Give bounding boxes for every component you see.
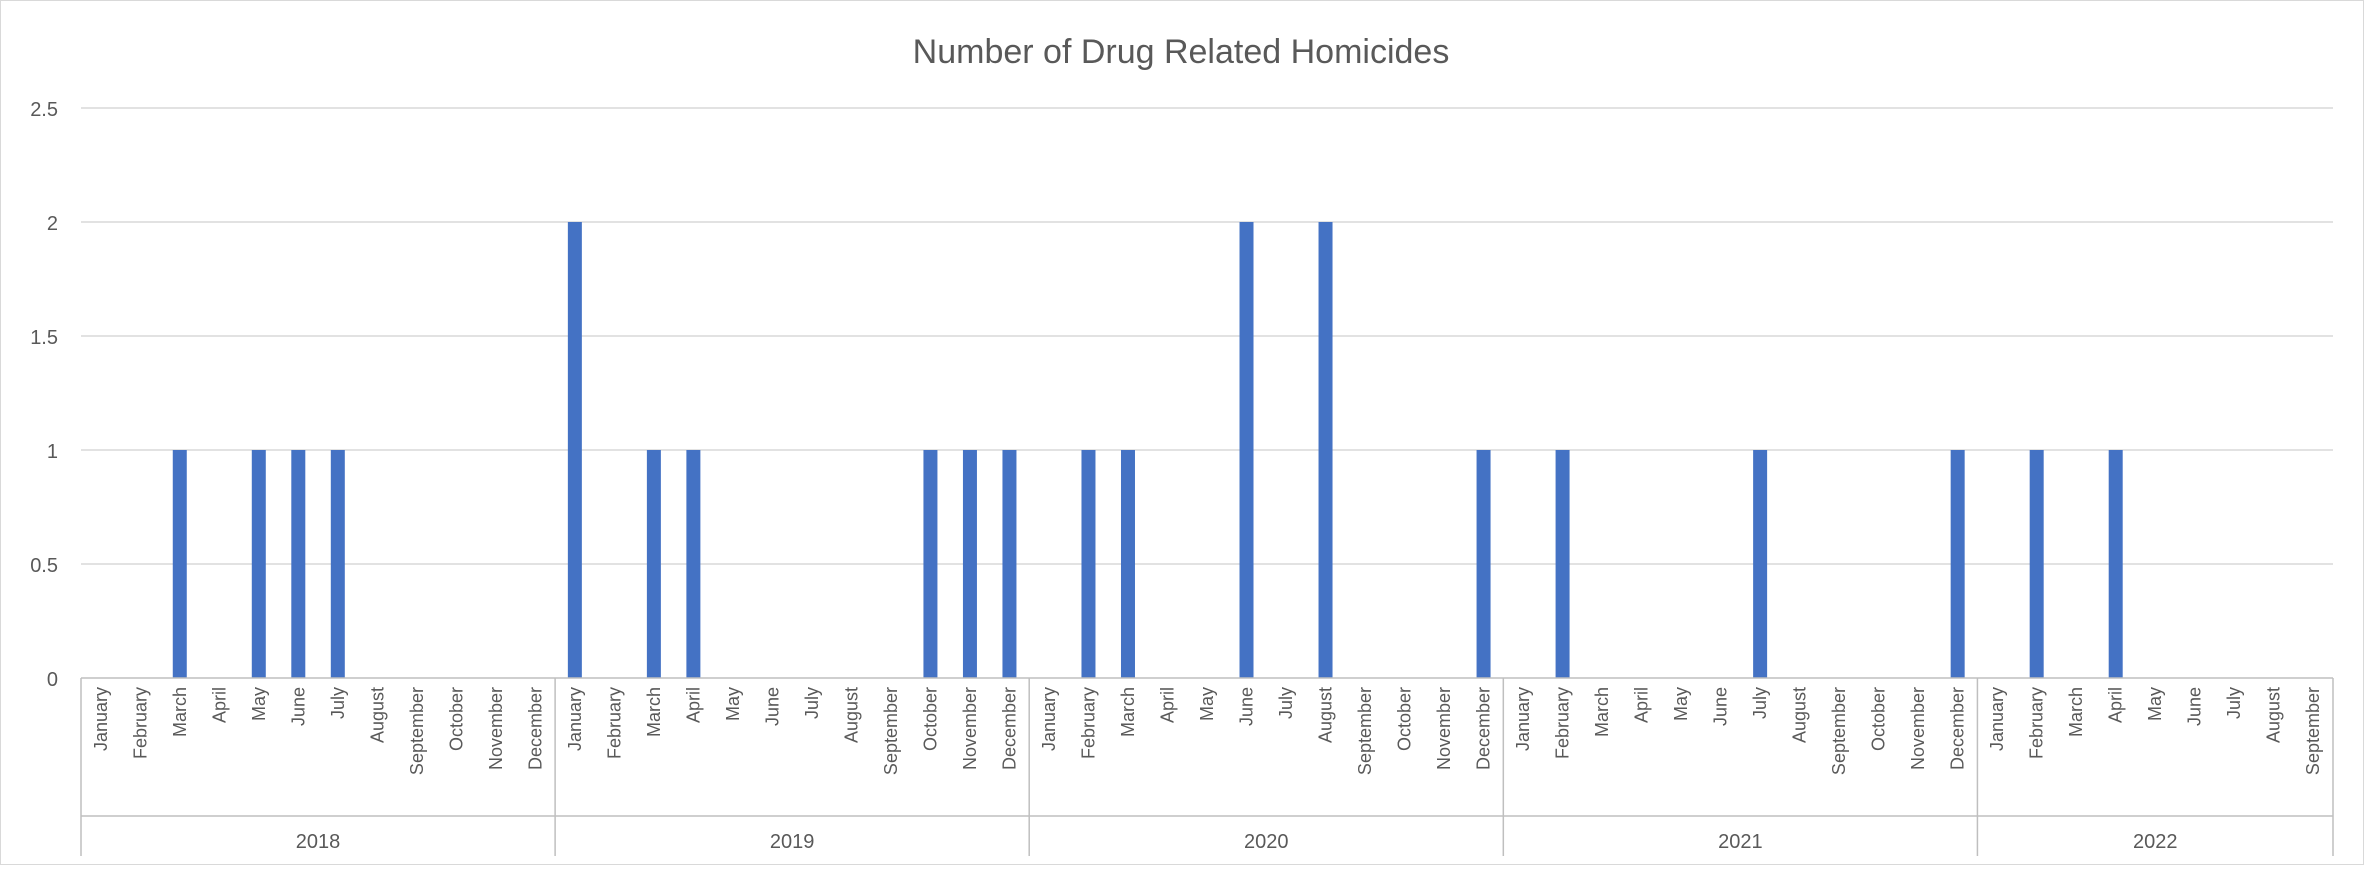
bar [331, 450, 345, 678]
x-tick-label: December [999, 687, 1019, 770]
x-tick-label: July [2224, 687, 2244, 719]
x-tick-label: October [1395, 687, 1415, 751]
x-tick-label: October [920, 687, 940, 751]
bar [1121, 450, 1135, 678]
x-tick-label: February [1553, 687, 1573, 759]
bar [1477, 450, 1491, 678]
x-group-label: 2018 [296, 831, 341, 853]
x-tick-label: September [1355, 687, 1375, 775]
y-tick-label: 2 [47, 213, 58, 235]
x-tick-label: July [328, 687, 348, 719]
x-tick-label: March [644, 687, 664, 737]
x-tick-label: February [2027, 687, 2047, 759]
bar [1951, 450, 1965, 678]
bar [1556, 450, 1570, 678]
x-tick-label: May [1671, 687, 1691, 721]
x-tick-label: September [881, 687, 901, 775]
x-tick-label: December [1948, 687, 1968, 770]
x-tick-label: November [960, 687, 980, 770]
x-tick-label: September [1829, 687, 1849, 775]
x-tick-label: July [802, 687, 822, 719]
x-tick-label: May [1197, 687, 1217, 721]
x-tick-label: October [446, 687, 466, 751]
bar [1753, 450, 1767, 678]
x-tick-label: March [1118, 687, 1138, 737]
y-axis-tick-labels: 0 0.5 1 1.5 2 2.5 [30, 99, 58, 691]
x-tick-label: July [1276, 687, 1296, 719]
bar [2030, 450, 2044, 678]
x-tick-label: September [2303, 687, 2323, 775]
chart-title: Number of Drug Related Homicides [913, 33, 1450, 71]
x-tick-label: March [2066, 687, 2086, 737]
x-tick-label: August [2264, 687, 2284, 743]
y-tick-label: 1.5 [30, 327, 58, 349]
x-tick-label: April [209, 687, 229, 723]
bar [1081, 450, 1095, 678]
bar [963, 450, 977, 678]
x-group-label: 2020 [1244, 831, 1289, 853]
x-tick-label: May [723, 687, 743, 721]
x-tick-label: January [1513, 687, 1533, 751]
x-tick-label: June [762, 687, 782, 726]
x-tick-label: September [407, 687, 427, 775]
bar [686, 450, 700, 678]
x-tick-label: January [91, 687, 111, 751]
x-axis: January February March April May June July Augu… [81, 678, 2333, 856]
x-group-label: 2021 [1718, 831, 1763, 853]
x-tick-label: October [1869, 687, 1889, 751]
x-tick-label: January [1987, 687, 2007, 751]
x-tick-label: July [1750, 687, 1770, 719]
bar [1002, 450, 1016, 678]
x-tick-label: August [841, 687, 861, 743]
x-tick-label: December [525, 687, 545, 770]
x-tick-label: May [2145, 687, 2165, 721]
x-group-label: 2019 [770, 831, 815, 853]
x-tick-label: April [1157, 687, 1177, 723]
y-tick-label: 2.5 [30, 99, 58, 121]
x-tick-label: June [2185, 687, 2205, 726]
x-tick-label: February [604, 687, 624, 759]
x-tick-label: June [1237, 687, 1257, 726]
x-tick-label: March [170, 687, 190, 737]
x-tick-label: June [1711, 687, 1731, 726]
bar [1319, 222, 1333, 678]
x-tick-label: December [1474, 687, 1494, 770]
x-tick-label: November [1434, 687, 1454, 770]
x-tick-label: November [1908, 687, 1928, 770]
x-tick-label: April [2106, 687, 2126, 723]
bar [2109, 450, 2123, 678]
y-tick-label: 1 [47, 441, 58, 463]
x-tick-label: March [1592, 687, 1612, 737]
x-tick-label: May [249, 687, 269, 721]
x-tick-label: February [130, 687, 150, 759]
x-tick-label: August [367, 687, 387, 743]
bar [291, 450, 305, 678]
y-tick-label: 0 [47, 669, 58, 691]
bar [252, 450, 266, 678]
gridlines [81, 108, 2333, 564]
x-tick-label: February [1078, 687, 1098, 759]
x-tick-label: November [486, 687, 506, 770]
x-tick-label: June [288, 687, 308, 726]
x-tick-label: August [1316, 687, 1336, 743]
bar [173, 450, 187, 678]
x-tick-label: April [1632, 687, 1652, 723]
bar [568, 222, 582, 678]
x-tick-label: April [683, 687, 703, 723]
x-tick-label: August [1790, 687, 1810, 743]
x-tick-label: January [1039, 687, 1059, 751]
x-tick-label: January [565, 687, 585, 751]
x-group-label: 2022 [2133, 831, 2178, 853]
bar [1240, 222, 1254, 678]
y-tick-label: 0.5 [30, 555, 58, 577]
bar [923, 450, 937, 678]
bar [647, 450, 661, 678]
